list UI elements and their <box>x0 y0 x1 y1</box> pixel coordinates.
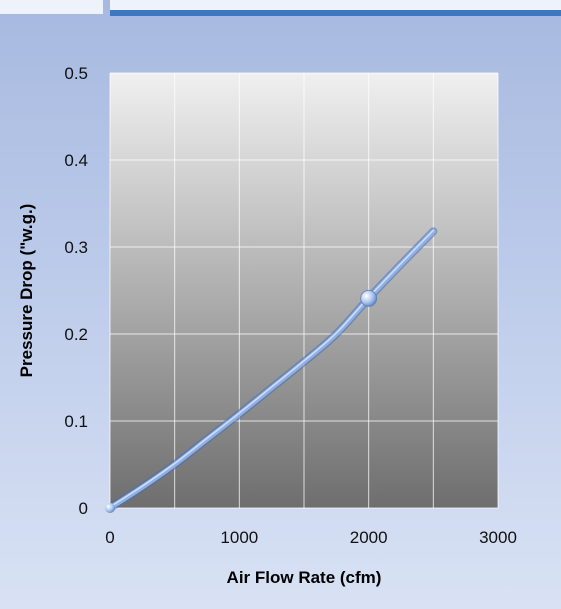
grid-lines <box>109 72 499 509</box>
y-axis-label: Pressure Drop ("w.g.) <box>17 204 36 378</box>
y-tick-label: 0.4 <box>64 151 88 170</box>
series-start-point <box>105 503 115 513</box>
header-strip-left <box>0 0 103 14</box>
x-tick-label: 2000 <box>350 528 388 547</box>
series-line-highlight <box>109 229 435 508</box>
y-tick-label: 0.5 <box>64 64 88 83</box>
x-tick-label: 1000 <box>220 528 258 547</box>
y-tick-label: 0 <box>79 499 88 518</box>
header-accent-rule <box>110 10 561 16</box>
series-group <box>105 227 438 513</box>
x-tick-label: 0 <box>105 528 114 547</box>
y-axis-ticks: 0 0.1 0.2 0.3 0.4 0.5 <box>64 64 88 518</box>
y-tick-label: 0.3 <box>64 238 88 257</box>
x-tick-label: 3000 <box>479 528 517 547</box>
highlight-marker <box>360 289 378 307</box>
x-axis-ticks: 0 1000 2000 3000 <box>105 528 517 547</box>
x-axis-label: Air Flow Rate (cfm) <box>227 568 382 587</box>
y-tick-label: 0.2 <box>64 325 88 344</box>
y-tick-label: 0.1 <box>64 412 88 431</box>
